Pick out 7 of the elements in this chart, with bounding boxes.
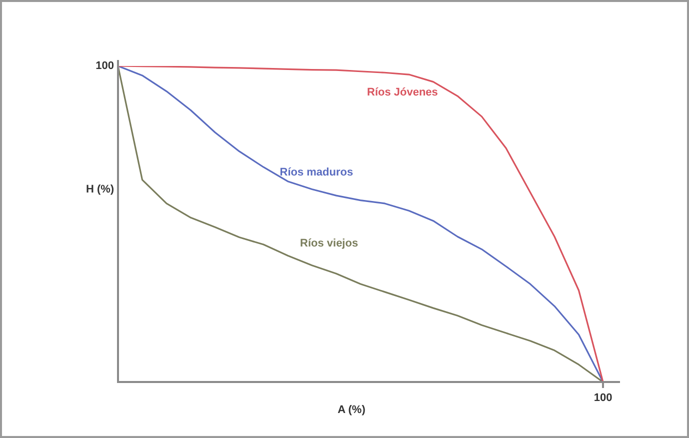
y-axis-title: H (%) bbox=[86, 183, 114, 196]
series-label: Ríos maduros bbox=[280, 166, 354, 178]
series-label: Ríos Jóvenes bbox=[367, 86, 438, 99]
series-label: Ríos viejos bbox=[300, 237, 358, 250]
text: 100 bbox=[594, 392, 612, 404]
text: 100 bbox=[96, 60, 114, 72]
x-axis-title: A (%) bbox=[338, 404, 366, 416]
